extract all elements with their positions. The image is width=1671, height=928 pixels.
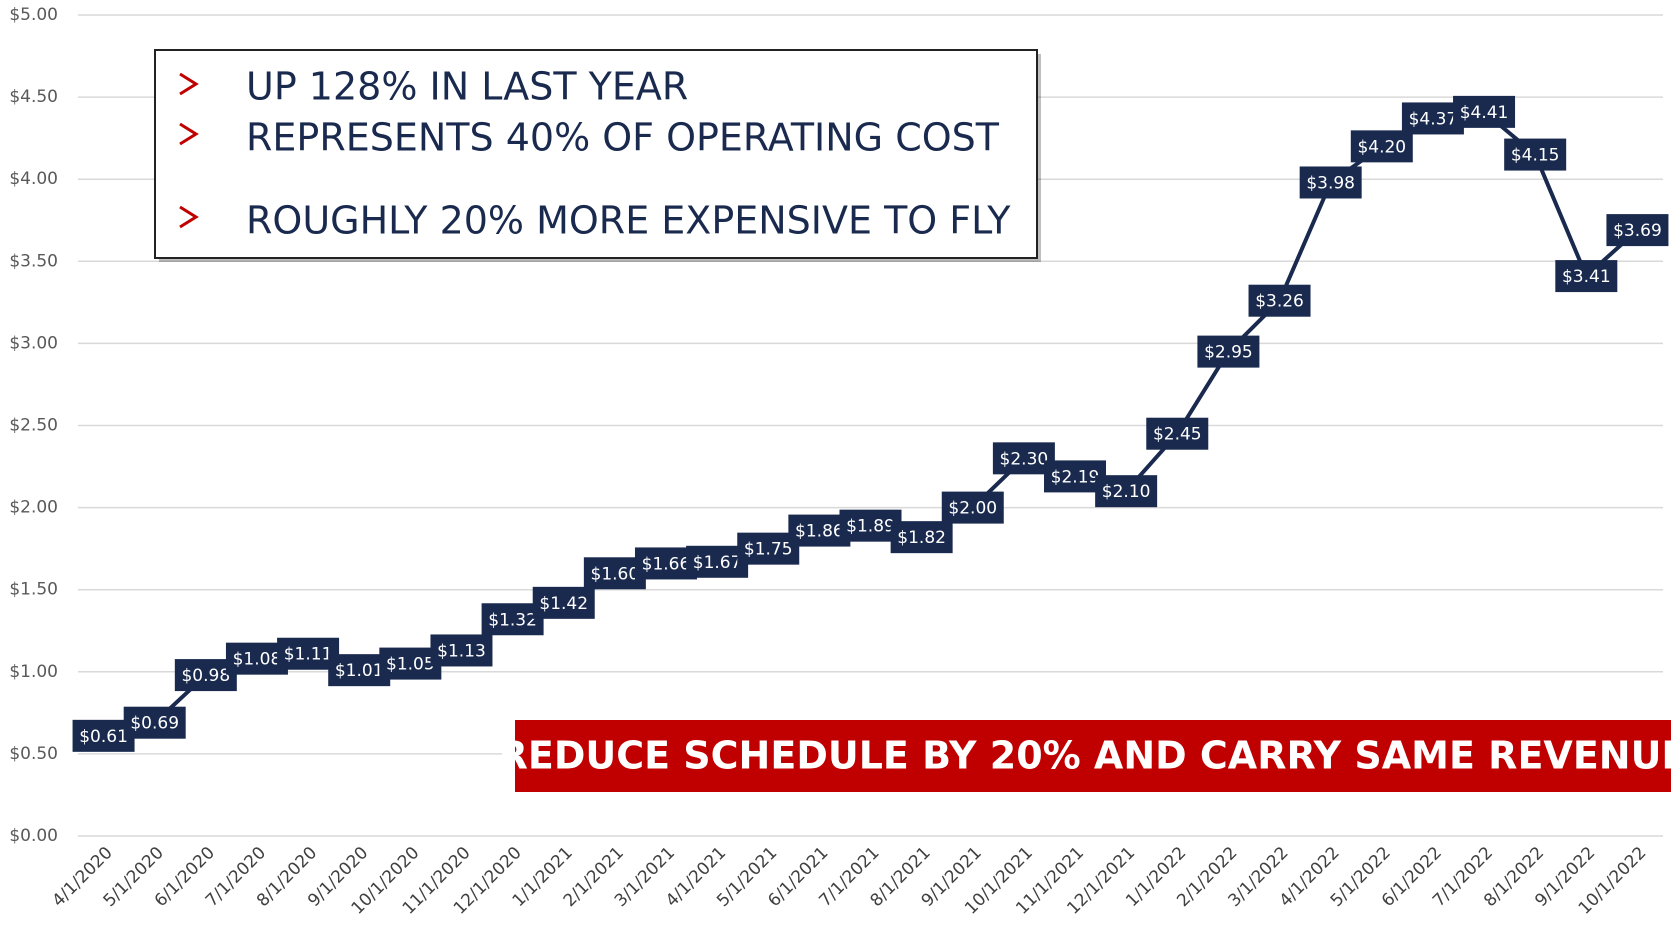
value-label: $1.75 bbox=[744, 540, 793, 560]
label-box bbox=[1504, 138, 1567, 171]
value-label: $0.98 bbox=[181, 666, 230, 686]
y-tick-label: $3.00 bbox=[9, 333, 58, 353]
value-label: $0.69 bbox=[130, 714, 179, 734]
y-tick-label: $2.00 bbox=[9, 498, 58, 518]
note-text: ROUGHLY 20% MORE EXPENSIVE TO FLY bbox=[246, 199, 1011, 243]
y-tick-label: $4.00 bbox=[9, 169, 58, 189]
bullet bbox=[179, 205, 199, 229]
y-tick-label: $4.50 bbox=[9, 87, 58, 107]
value-label: $4.20 bbox=[1357, 137, 1406, 157]
value-label: $1.32 bbox=[488, 610, 537, 630]
label-box bbox=[1197, 335, 1260, 368]
y-tick-label: $0.00 bbox=[9, 826, 58, 846]
value-label: $4.15 bbox=[1511, 146, 1560, 166]
bullet bbox=[179, 122, 199, 146]
value-label: $1.42 bbox=[539, 594, 588, 614]
value-label: $1.13 bbox=[437, 641, 486, 661]
value-label: $0.61 bbox=[79, 727, 128, 747]
label-box bbox=[532, 586, 595, 619]
value-label: $1.86 bbox=[795, 522, 844, 542]
value-label: $4.41 bbox=[1460, 103, 1509, 123]
label-box bbox=[941, 491, 1004, 524]
value-label: $3.26 bbox=[1255, 292, 1304, 312]
y-tick-label: $2.50 bbox=[9, 416, 58, 436]
value-label: $1.11 bbox=[284, 645, 333, 665]
value-label: $1.66 bbox=[642, 554, 691, 574]
banner: REDUCE SCHEDULE BY 20% AND CARRY SAME RE… bbox=[499, 720, 1671, 792]
y-tick-label: $0.50 bbox=[9, 744, 58, 764]
value-label: $3.69 bbox=[1613, 221, 1662, 241]
banner-bg bbox=[515, 720, 1671, 792]
label-box bbox=[1453, 95, 1516, 128]
label-box bbox=[1350, 130, 1413, 163]
value-label: $2.10 bbox=[1102, 482, 1151, 502]
value-label: $3.41 bbox=[1562, 267, 1611, 287]
note-box: UP 128% IN LAST YEAR REPRESENTS 40% OF O… bbox=[154, 49, 1041, 262]
note-frame bbox=[154, 49, 1038, 259]
plot: $0.61$0.69 $0.98$1.08 $1.11$1.01 $1.05$1.13… bbox=[72, 95, 1669, 752]
label-box bbox=[1095, 475, 1158, 508]
value-label: $2.30 bbox=[1000, 449, 1049, 469]
value-label: $3.98 bbox=[1306, 173, 1355, 193]
label-box bbox=[430, 634, 493, 667]
note-text: REPRESENTS 40% OF OPERATING COST bbox=[246, 116, 1000, 160]
label-box bbox=[1146, 417, 1209, 450]
value-label: $2.19 bbox=[1051, 467, 1100, 487]
value-label: $1.05 bbox=[386, 655, 435, 675]
value-label: $1.89 bbox=[846, 517, 895, 537]
value-label: $4.37 bbox=[1409, 109, 1458, 129]
value-label: $2.95 bbox=[1204, 343, 1253, 363]
value-label: $2.00 bbox=[948, 499, 997, 519]
value-label: $1.67 bbox=[693, 553, 742, 573]
y-tick-label: $5.00 bbox=[9, 5, 58, 25]
note-text: UP 128% IN LAST YEAR bbox=[246, 65, 688, 109]
value-label: $1.82 bbox=[897, 528, 946, 548]
y-tick-label: $3.50 bbox=[9, 251, 58, 271]
value-label: $1.01 bbox=[335, 661, 384, 681]
bullet bbox=[179, 72, 199, 96]
label-box bbox=[1248, 284, 1311, 317]
value-label: $1.08 bbox=[233, 650, 282, 670]
y-tick-label: $1.50 bbox=[9, 580, 58, 600]
label-box bbox=[123, 706, 186, 739]
label-box bbox=[1299, 166, 1362, 199]
banner-text: REDUCE SCHEDULE BY 20% AND CARRY SAME RE… bbox=[499, 734, 1671, 778]
label-box bbox=[890, 521, 953, 554]
value-label: $2.45 bbox=[1153, 425, 1202, 445]
y-tick-label: $1.00 bbox=[9, 662, 58, 682]
label-box bbox=[1606, 214, 1669, 247]
value-label: $1.60 bbox=[591, 564, 640, 584]
label-box bbox=[1555, 260, 1618, 293]
